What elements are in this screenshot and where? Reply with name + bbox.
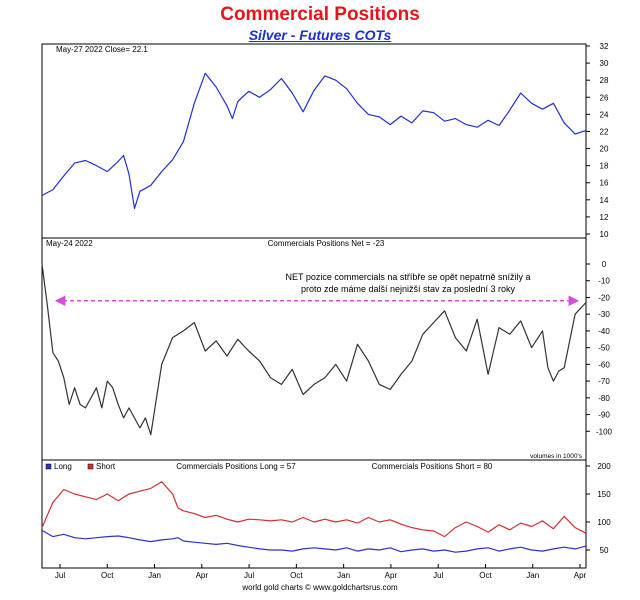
net-annotation-line-1: NET pozice commercials na stříbře se opě… xyxy=(286,272,531,282)
price-ytick-label: 14 xyxy=(600,196,609,205)
legend-long-label: Long xyxy=(54,462,72,471)
net-ytick-label: -100 xyxy=(596,427,613,436)
short-value-label: Commercials Positions Short = 80 xyxy=(372,462,493,471)
chart-title: Commercial Positions xyxy=(220,4,420,25)
xtick-label: Jul xyxy=(55,571,65,580)
long_short-series-short xyxy=(41,481,587,538)
net-volumes-note: volumes in 1000's xyxy=(530,453,583,460)
xtick-label: Jul xyxy=(433,571,443,580)
price-ytick-label: 20 xyxy=(600,145,609,154)
net-ytick-label: -30 xyxy=(598,310,610,319)
price-ytick-label: 22 xyxy=(600,127,609,136)
net-ytick-label: -80 xyxy=(598,394,610,403)
net-ytick-label: -90 xyxy=(598,411,610,420)
long-short-panel-frame xyxy=(41,459,587,569)
price-ytick-label: 30 xyxy=(600,59,609,68)
price-ytick-label: 24 xyxy=(600,110,609,119)
long_short-series-long xyxy=(41,529,587,553)
price-ytick-label: 12 xyxy=(600,213,609,222)
xtick-label: Jan xyxy=(526,571,539,580)
xtick-label: Oct xyxy=(101,571,114,580)
legend-long-swatch xyxy=(45,463,52,470)
chart-subtitle: Silver - Futures COTs xyxy=(248,27,392,43)
price-panel-label: May-27 2022 Close= 22.1 xyxy=(56,45,148,54)
long-value-label: Commercials Positions Long = 57 xyxy=(176,462,296,471)
net-ytick-label: -70 xyxy=(598,377,610,386)
price-panel-frame xyxy=(41,43,587,239)
price-ytick-label: 28 xyxy=(600,76,609,85)
net-ytick-label: 0 xyxy=(602,260,607,269)
net-ytick-label: -50 xyxy=(598,344,610,353)
price-ytick-label: 16 xyxy=(600,179,609,188)
net-ytick-label: -60 xyxy=(598,360,610,369)
net-series-commercials-net xyxy=(41,263,587,436)
xtick-label: Oct xyxy=(479,571,492,580)
long_short-ytick-label: 200 xyxy=(597,462,611,471)
net-ytick-label: -40 xyxy=(598,327,610,336)
xtick-label: Apr xyxy=(385,571,398,580)
long_short-ytick-label: 150 xyxy=(597,490,611,499)
xtick-label: Oct xyxy=(290,571,303,580)
net-annotation-line-2: proto zde máme další nejnižší stav za po… xyxy=(301,284,516,294)
net-ytick-label: -20 xyxy=(598,293,610,302)
chart-footer: world gold charts © www.goldchartsrus.co… xyxy=(241,583,398,592)
xtick-label: Jan xyxy=(337,571,350,580)
long_short-ytick-label: 50 xyxy=(600,546,609,555)
xtick-label: Apr xyxy=(196,571,209,580)
legend-short-label: Short xyxy=(96,462,116,471)
xtick-label: Jul xyxy=(244,571,254,580)
legend-short-swatch xyxy=(87,463,94,470)
xtick-label: Apr xyxy=(574,571,587,580)
net-ytick-label: -10 xyxy=(598,277,610,286)
price-ytick-label: 26 xyxy=(600,93,609,102)
long_short-ytick-label: 100 xyxy=(597,518,611,527)
price-series-silver-close xyxy=(41,72,587,209)
net-panel-value-label: Commercials Positions Net = -23 xyxy=(268,239,385,248)
price-ytick-label: 18 xyxy=(600,162,609,171)
price-ytick-label: 32 xyxy=(600,42,609,51)
xtick-label: Jan xyxy=(148,571,161,580)
net-panel-date-label: May-24 2022 xyxy=(46,239,93,248)
price-ytick-label: 10 xyxy=(600,230,609,239)
